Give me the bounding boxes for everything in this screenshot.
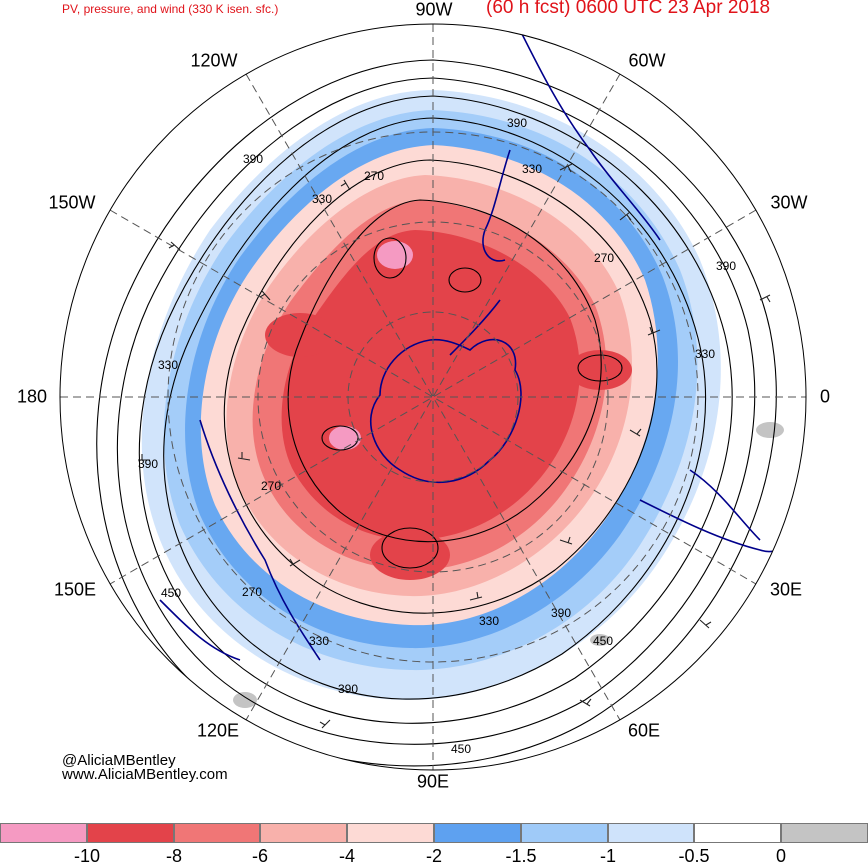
lon-label-90w: 90W <box>415 0 453 20</box>
polar-stereographic-map: 390 330 390 270 330 270 390 330 330 390 … <box>59 23 807 771</box>
contour-label: 330 <box>309 634 329 648</box>
lon-label-60e: 60E <box>627 720 661 741</box>
contour-label: 330 <box>522 162 542 176</box>
colorbar-tick: -8 <box>165 846 183 866</box>
contour-label: 390 <box>243 152 263 166</box>
pv-shading-grey <box>233 422 784 708</box>
contour-label: 450 <box>593 634 613 648</box>
lon-label-120e: 120E <box>196 720 240 741</box>
colorbar-tick: -6 <box>251 846 269 866</box>
colorbar-swatch <box>260 823 348 843</box>
contour-labels: 390 330 390 270 330 270 390 330 330 390 … <box>138 116 736 756</box>
contour-label: 270 <box>261 479 281 493</box>
contour-label: 330 <box>158 358 178 372</box>
colorbar-tick: -2 <box>425 846 443 866</box>
colorbar-tick: -4 <box>338 846 356 866</box>
colorbar-swatch <box>0 823 87 843</box>
colorbar-tick: -0.5 <box>678 846 710 866</box>
colorbar-swatch <box>694 823 782 843</box>
colorbar <box>0 823 868 843</box>
colorbar-swatch <box>86 823 174 843</box>
colorbar-tick: -10 <box>73 846 101 866</box>
colorbar-tick: -1.5 <box>505 846 537 866</box>
credit-handle: @AliciaMBentley <box>62 752 176 769</box>
pressure-contours <box>96 59 777 767</box>
colorbar-tick: 0 <box>775 846 787 866</box>
lon-label-150e: 150E <box>53 579 97 600</box>
colorbar-swatch <box>781 823 868 843</box>
credit-website: www.AliciaMBentley.com <box>62 766 228 783</box>
lon-label-150w: 150W <box>48 192 96 213</box>
lon-label-120w: 120W <box>190 50 238 71</box>
map-title: PV, pressure, and wind (330 K isen. sfc.… <box>62 2 279 16</box>
contour-label: 270 <box>242 585 262 599</box>
wind-barbs <box>138 163 771 729</box>
colorbar-swatch <box>607 823 695 843</box>
contour-label: 330 <box>479 614 499 628</box>
contour-label: 390 <box>716 259 736 273</box>
contour-label: 390 <box>551 606 571 620</box>
graticule <box>60 24 806 770</box>
contour-label: 330 <box>312 192 332 206</box>
valid-time-label: (60 h fcst) 0600 UTC 23 Apr 2018 <box>486 0 771 18</box>
lon-label-90e: 90E <box>416 771 450 792</box>
lon-label-30w: 30W <box>770 192 808 213</box>
lon-label-30e: 30E <box>769 579 803 600</box>
contour-label: 390 <box>507 116 527 130</box>
contour-label: 270 <box>364 169 384 183</box>
lon-label-60w: 60W <box>628 50 666 71</box>
colorbar-swatch <box>347 823 434 843</box>
contour-label: 270 <box>594 251 614 265</box>
contour-label: 330 <box>695 347 715 361</box>
lon-label-0: 0 <box>819 386 831 407</box>
colorbar-swatch <box>520 823 608 843</box>
colorbar-tick: -1 <box>599 846 617 866</box>
map-border <box>59 23 807 771</box>
contour-label: 450 <box>451 742 471 756</box>
colorbar-swatch <box>173 823 261 843</box>
contour-label: 390 <box>338 682 358 696</box>
contour-label: 450 <box>161 586 181 600</box>
colorbar-swatch <box>433 823 521 843</box>
contour-label: 390 <box>138 457 158 471</box>
lon-label-180: 180 <box>16 386 48 407</box>
